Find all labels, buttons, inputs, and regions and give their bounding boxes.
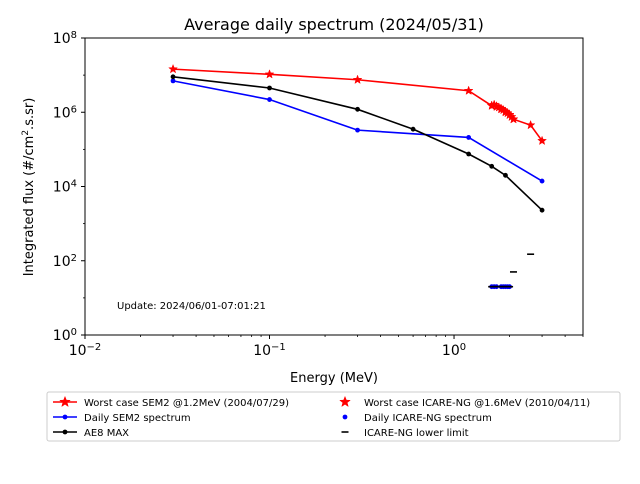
x-tick-label-2: 100 [442,342,466,360]
legend-label-2: AE8 MAX [84,428,129,439]
legend-label-4: Daily ICARE-NG spectrum [364,413,492,424]
data-point-s1-3 [466,135,472,140]
y-tick-label-1: 102 [53,252,77,270]
data-point-s1-1 [267,97,272,102]
data-point-s0-3 [463,85,474,95]
data-point-s0-0 [168,63,179,74]
y-axis-label-prefix: Integrated flux (#/cm [22,136,37,277]
data-point-s0-2 [352,74,363,84]
series-1 [170,78,545,184]
data-point-s2-0 [170,74,176,80]
y-tick-label-2: 104 [53,178,77,196]
legend-marker-4 [342,414,348,420]
data-point-s2-7 [539,207,545,213]
y-tick-label-3: 106 [53,104,77,122]
data-point-s2-5 [489,163,495,169]
legend-marker-2 [62,429,68,435]
x-axis-label: Energy (MeV) [290,371,378,386]
data-point-s2-2 [355,106,360,112]
data-point-s2-4 [466,151,472,157]
x-axis: 10−2 10−1 100 [69,335,584,360]
chart-legend: Worst case SEM2 @1.2MeV (2004/07/29) Wors… [46,391,621,442]
y-axis: 100 102 104 106 108 [53,30,85,345]
legend-item-3: Worst case ICARE-NG @1.6MeV (2010/04/11) [339,395,590,409]
legend-label-3: Worst case ICARE-NG @1.6MeV (2010/04/11) [364,398,590,409]
data-point-s1-0 [170,78,176,84]
y-tick-label-4: 108 [53,30,77,48]
data-point-s0-1 [264,69,275,79]
data-point-s2-3 [410,126,416,132]
series-3 [486,99,519,124]
y-axis-label-sup: 2 [21,130,31,136]
data-point-s1-2 [355,127,360,133]
series-5 [488,253,535,288]
legend-box [46,391,621,442]
data-point-s2-6 [503,172,508,178]
legend-label-5: ICARE-NG lower limit [364,428,469,439]
data-point-s3-10 [508,113,519,124]
legend-label-0: Worst case SEM2 @1.2MeV (2004/07/29) [84,398,289,409]
legend-item-2: AE8 MAX [53,428,129,439]
data-point-s1-4 [539,178,545,184]
y-tick-label-0: 100 [53,327,77,345]
legend-marker-3 [339,395,351,408]
x-tick-label-0: 10−2 [69,342,102,360]
series-line-2 [172,76,543,211]
y-axis-label: Integrated flux (#/cm2.s.sr) [21,98,37,277]
x-tick-label-1: 10−1 [253,342,286,360]
data-point-s0-10 [525,119,536,130]
legend-item-0: Worst case SEM2 @1.2MeV (2004/07/29) [53,395,289,409]
data-point-s0-11 [537,135,548,146]
legend-item-5: ICARE-NG lower limit [341,428,469,439]
y-axis-label-suffix: .s.sr) [22,98,37,130]
legend-item-4: Daily ICARE-NG spectrum [342,413,492,424]
legend-marker-0 [59,395,71,408]
data-point-s2-1 [267,85,272,91]
chart-title: Average daily spectrum (2024/05/31) [184,15,484,34]
update-annotation: Update: 2024/06/01-07:01:21 [117,301,266,312]
legend-label-1: Daily SEM2 spectrum [84,413,191,424]
series-2 [170,74,545,213]
legend-marker-1 [62,414,68,420]
legend-item-1: Daily SEM2 spectrum [53,413,191,424]
plot-frame [84,37,584,336]
plot-area [84,37,584,336]
